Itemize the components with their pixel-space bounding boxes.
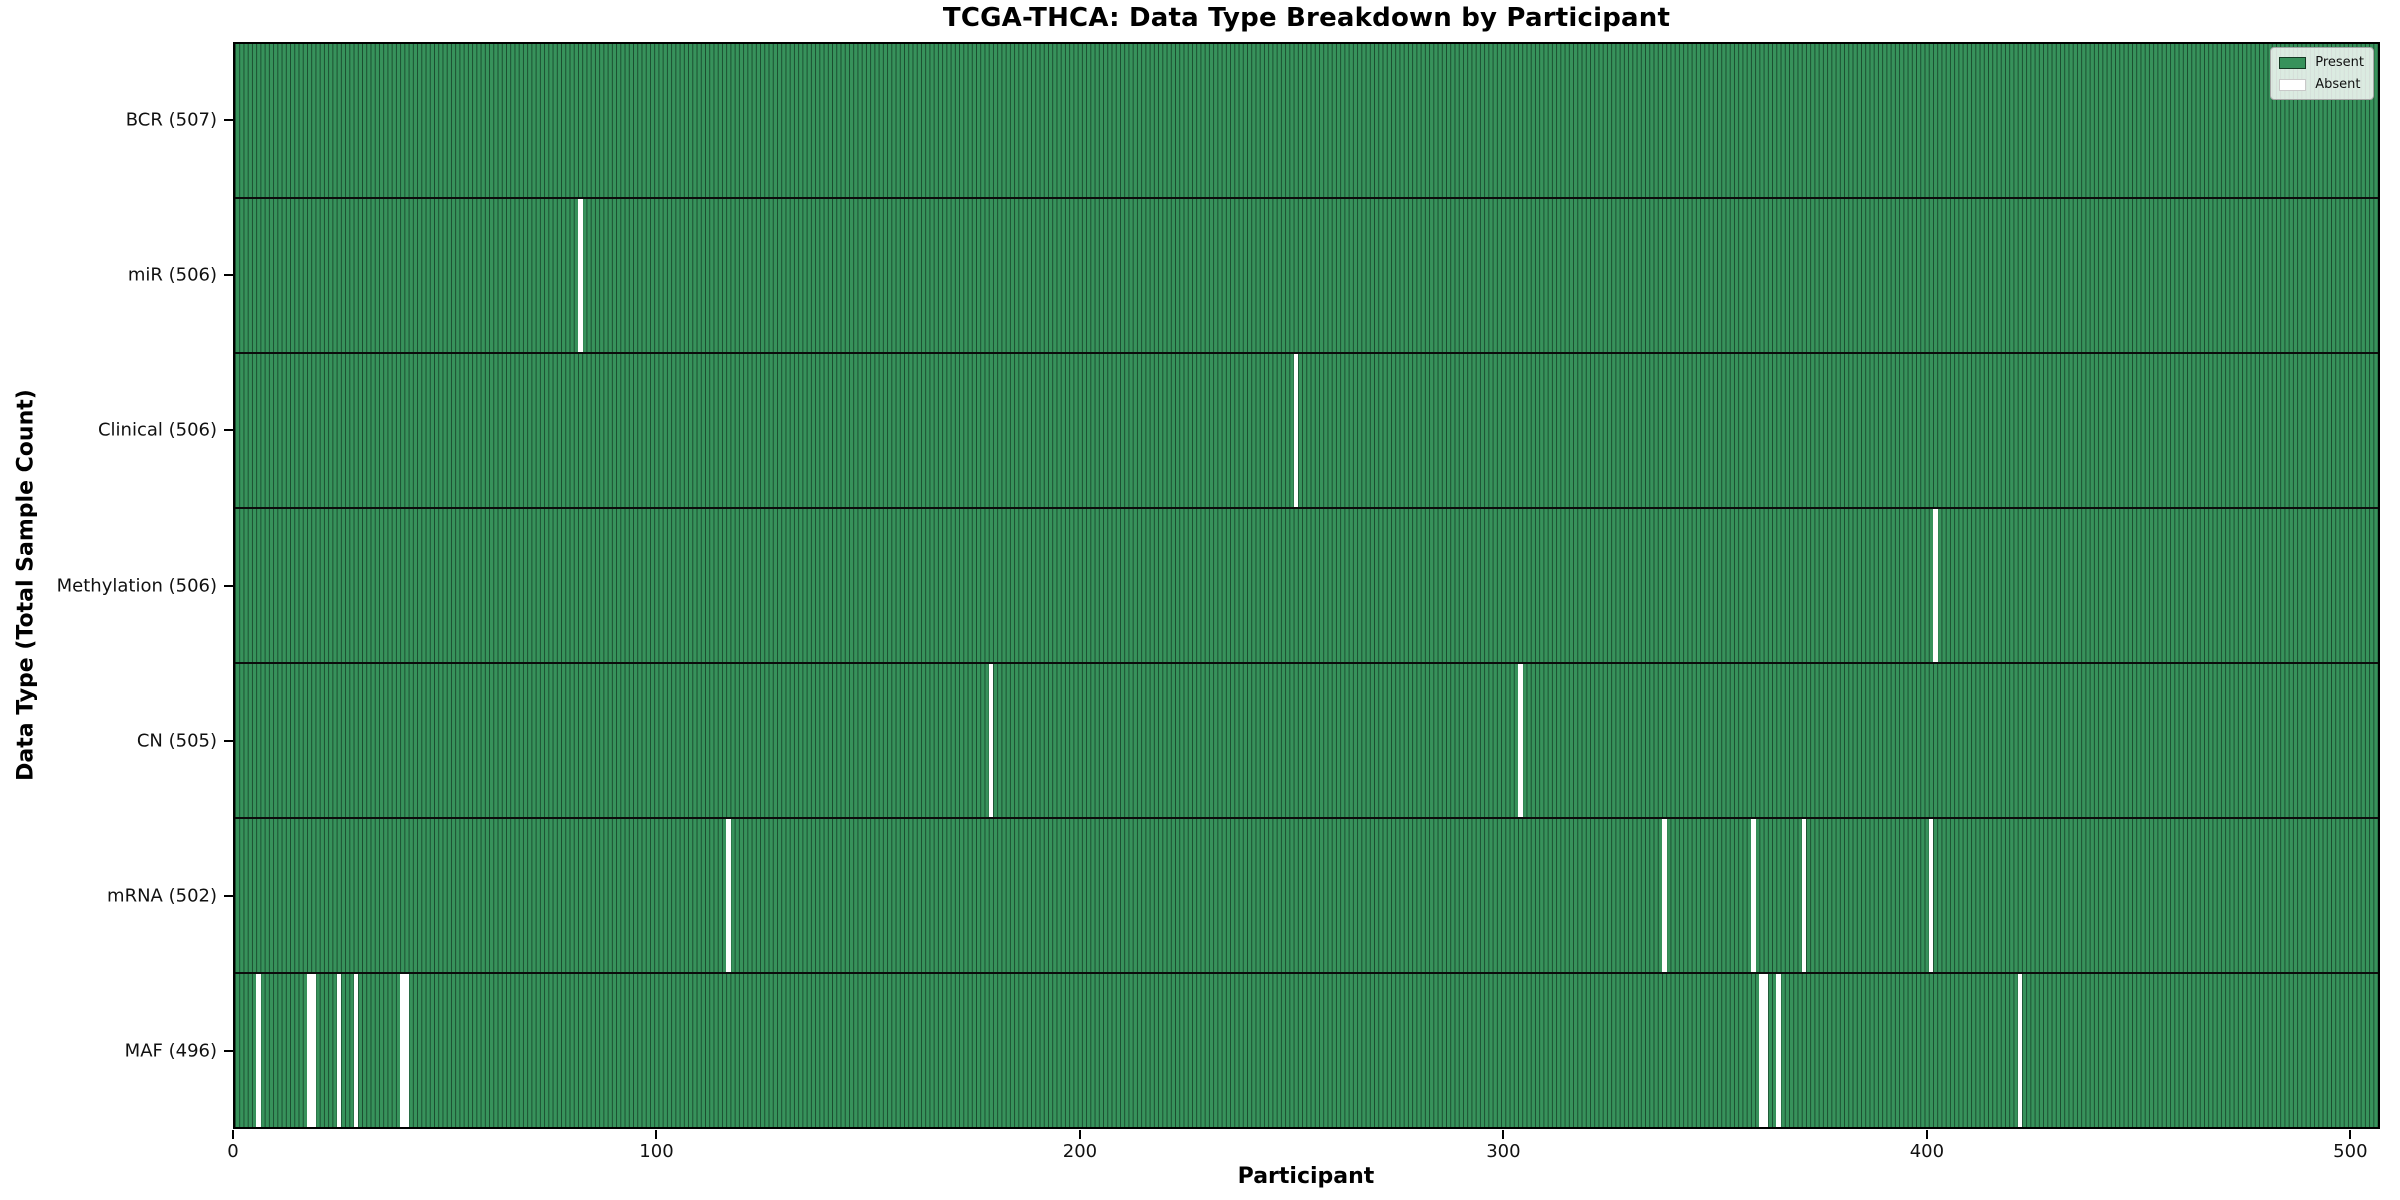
absent-bar [1801, 819, 1807, 972]
data-row-mrna [235, 817, 2378, 972]
absent-bar [726, 819, 731, 972]
absent-bar [988, 664, 994, 817]
legend: Present Absent [2270, 47, 2374, 100]
y-tick-label: mRNA (502) [107, 885, 217, 907]
data-row-mir [235, 197, 2378, 352]
absent-bar [1933, 509, 1938, 662]
absent-bar [1759, 974, 1765, 1127]
absent-bar [1751, 819, 1756, 972]
present-swatch-icon [2279, 56, 2307, 69]
absent-bar [1293, 354, 1299, 507]
x-tick-label: 500 [2333, 1141, 2368, 1162]
x-tick-mark [1502, 1130, 1505, 1139]
x-tick-mark [232, 1130, 234, 1139]
y-tick-label: Methylation (506) [56, 575, 217, 596]
absent-bar [1776, 974, 1781, 1127]
y-tick-mark [224, 273, 233, 276]
legend-item-absent: Absent [2279, 77, 2364, 92]
absent-bar [1662, 819, 1667, 972]
y-tick-label: MAF (496) [124, 1040, 217, 1062]
absent-bar [578, 199, 583, 352]
legend-label-absent: Absent [2315, 77, 2361, 92]
y-axis: BCR (507) miR (506) Clinical (506) Methylat… [0, 42, 233, 1129]
y-tick-label: Clinical (506) [97, 419, 217, 441]
x-tick-label: 200 [1062, 1141, 1098, 1162]
y-tick-mark [224, 584, 233, 587]
plot-area: Present Absent [233, 42, 2380, 1129]
y-tick-label: CN (505) [136, 730, 217, 752]
y-tick-mark [224, 429, 233, 432]
data-row-clinical [235, 352, 2378, 507]
absent-bar [1763, 974, 1769, 1127]
y-tick-mark [224, 1050, 233, 1053]
data-row-cn [235, 662, 2378, 817]
y-tick-mark [224, 739, 233, 742]
chart-title: TCGA-THCA: Data Type Breakdown by Partic… [942, 3, 1671, 33]
legend-item-present: Present [2279, 55, 2364, 70]
absent-bar [306, 974, 312, 1127]
absent-swatch-icon [2279, 78, 2307, 91]
absent-bar [404, 974, 409, 1127]
legend-label-present: Present [2315, 55, 2364, 70]
x-tick-mark [1078, 1130, 1081, 1139]
x-tick-label: 0 [227, 1141, 239, 1162]
data-row-methylation [235, 507, 2378, 662]
absent-bar [400, 974, 405, 1127]
x-tick-label: 100 [639, 1141, 674, 1162]
y-tick-mark [224, 895, 233, 898]
x-tick-mark [2349, 1130, 2352, 1139]
y-tick-mark [224, 118, 233, 121]
y-tick-label: BCR (507) [125, 109, 217, 131]
absent-bar [336, 974, 342, 1127]
absent-bar [256, 974, 261, 1127]
y-tick-label: miR (506) [127, 264, 217, 286]
x-tick-label: 400 [1909, 1141, 1945, 1162]
data-row-bcr [235, 44, 2378, 197]
absent-bar [311, 974, 316, 1127]
x-axis-title: Participant [1237, 1164, 1375, 1189]
absent-bar [1928, 819, 1934, 972]
absent-bar [2017, 974, 2023, 1127]
x-tick-mark [655, 1130, 658, 1139]
data-row-maf [235, 972, 2378, 1127]
x-tick-mark [1925, 1130, 1928, 1139]
x-axis: 0 100 200 300 400 500 [227, 1130, 2380, 1164]
x-tick-label: 300 [1486, 1141, 1521, 1162]
absent-bar [353, 974, 359, 1127]
absent-bar [1518, 664, 1523, 817]
